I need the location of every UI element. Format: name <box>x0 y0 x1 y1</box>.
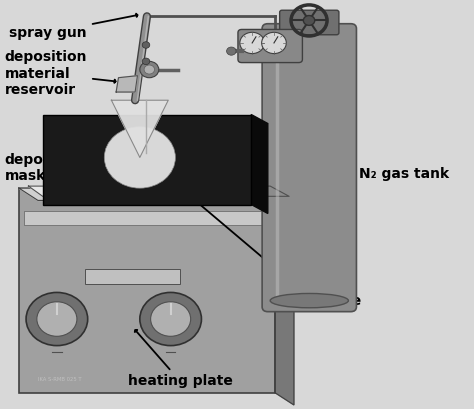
Circle shape <box>144 65 155 74</box>
Text: IKA S-RMB 025 T: IKA S-RMB 025 T <box>38 378 82 382</box>
Text: spray plume: spray plume <box>159 170 362 308</box>
FancyBboxPatch shape <box>43 115 251 204</box>
Polygon shape <box>116 76 137 92</box>
FancyBboxPatch shape <box>19 188 275 393</box>
Circle shape <box>37 302 77 336</box>
Circle shape <box>240 32 264 54</box>
FancyBboxPatch shape <box>85 269 180 284</box>
Text: deposition
material
reservoir: deposition material reservoir <box>5 50 116 97</box>
FancyBboxPatch shape <box>280 10 339 35</box>
Circle shape <box>140 292 201 346</box>
Circle shape <box>142 42 150 48</box>
FancyBboxPatch shape <box>238 29 302 63</box>
Polygon shape <box>275 188 294 405</box>
Circle shape <box>104 127 175 188</box>
Polygon shape <box>28 186 289 196</box>
Ellipse shape <box>270 294 348 308</box>
Text: N₂ gas tank: N₂ gas tank <box>307 167 449 181</box>
Polygon shape <box>251 115 268 213</box>
Circle shape <box>303 16 315 25</box>
Circle shape <box>227 47 236 55</box>
Text: spray gun: spray gun <box>9 13 137 40</box>
Polygon shape <box>111 100 168 157</box>
Text: heating plate: heating plate <box>128 330 233 388</box>
Circle shape <box>262 32 286 54</box>
FancyBboxPatch shape <box>262 24 356 312</box>
Circle shape <box>140 61 159 78</box>
Polygon shape <box>19 188 294 200</box>
FancyBboxPatch shape <box>24 211 270 225</box>
Text: deposition
mask: deposition mask <box>5 153 87 183</box>
Circle shape <box>151 302 191 336</box>
Circle shape <box>26 292 88 346</box>
Circle shape <box>142 58 150 65</box>
